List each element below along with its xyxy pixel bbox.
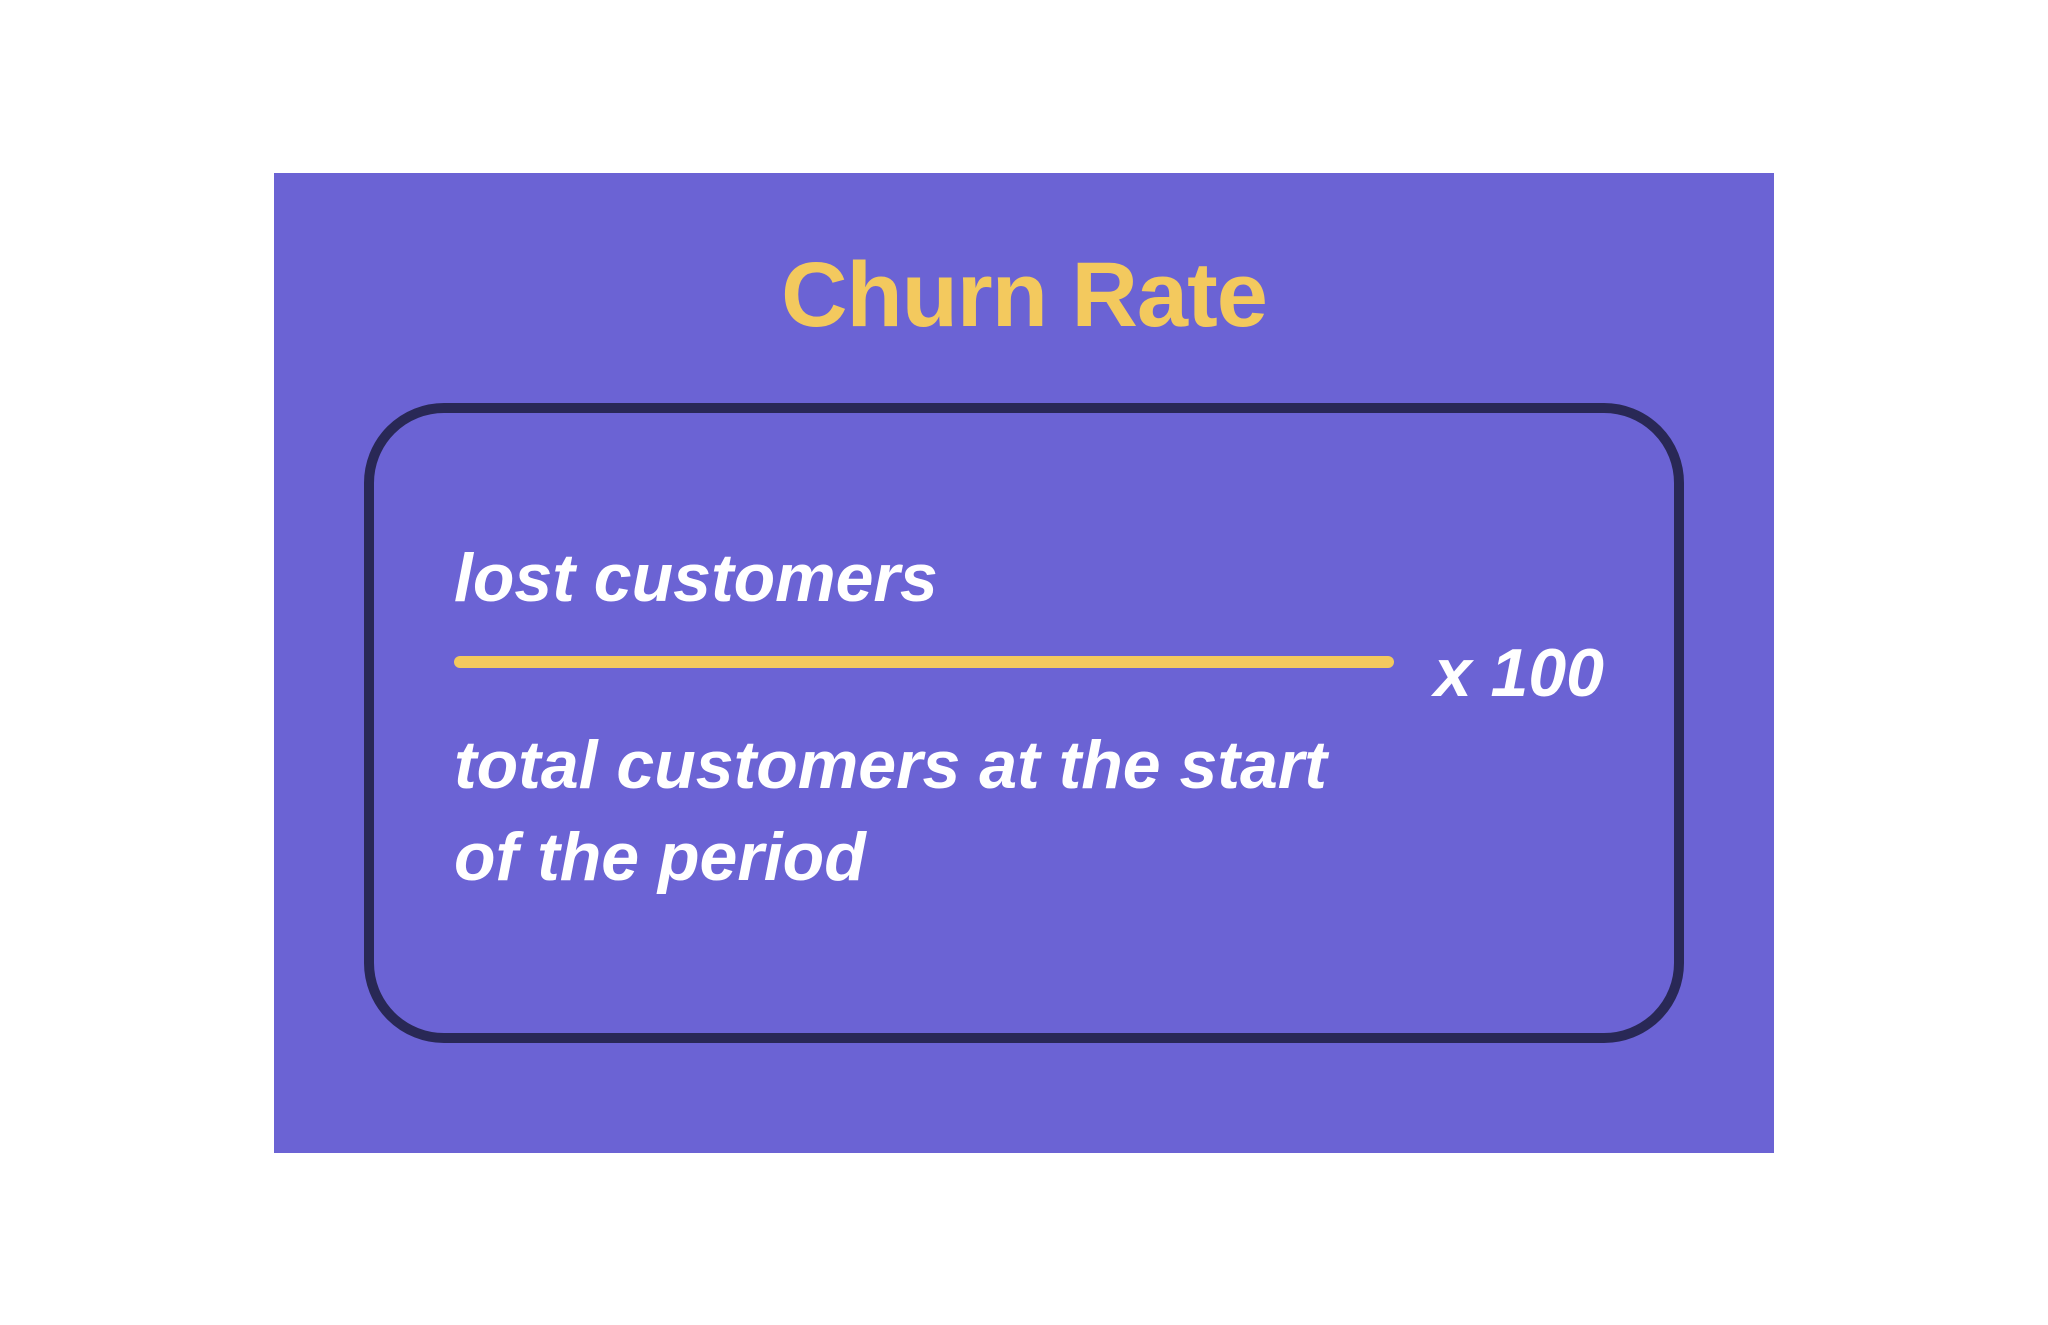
denominator: total customers at the start of the peri… — [454, 720, 1394, 904]
formula-box: lost customers total customers at the st… — [364, 403, 1684, 1043]
formula-card: Churn Rate lost customers total customer… — [274, 173, 1774, 1153]
title: Churn Rate — [781, 243, 1267, 348]
multiplier: x 100 — [1434, 634, 1604, 712]
numerator: lost customers — [454, 541, 1394, 616]
fraction-line — [454, 656, 1394, 668]
fraction-container: lost customers total customers at the st… — [454, 541, 1434, 903]
